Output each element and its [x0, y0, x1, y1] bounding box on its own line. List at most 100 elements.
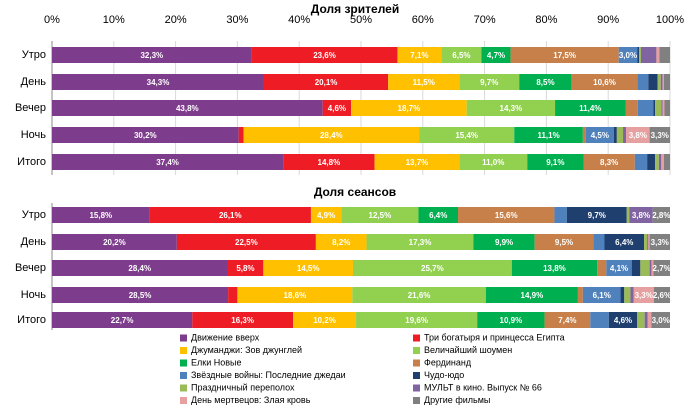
bar-segment: [633, 287, 654, 303]
legend-swatch: [413, 334, 420, 342]
value-label: 7,4%: [558, 316, 576, 325]
bar-segment: [459, 154, 528, 170]
chart-title: Доля сеансов: [314, 185, 396, 199]
value-label: 43,8%: [176, 104, 199, 113]
value-label: 6,5%: [452, 51, 470, 60]
value-label: 5,8%: [236, 264, 254, 273]
bar-segment: [651, 312, 670, 328]
bar-segment: [656, 47, 660, 63]
bar-segment: [620, 287, 625, 303]
value-label: 3,0%: [619, 51, 637, 60]
bar-segment: [356, 312, 478, 328]
bar-segment: [238, 127, 244, 143]
value-label: 9,7%: [480, 78, 498, 87]
bar-segment: [653, 287, 670, 303]
value-label: 32,3%: [140, 51, 163, 60]
legend-swatch: [180, 384, 187, 392]
bar-segment: [534, 234, 594, 250]
value-label: 4,9%: [317, 211, 335, 220]
value-label: 16,3%: [231, 316, 254, 325]
value-label: 20,1%: [315, 78, 338, 87]
bar-segment: [649, 260, 652, 276]
bar-segment: [52, 127, 239, 143]
x-tick-label: 100%: [656, 14, 684, 26]
value-label: 37,4%: [156, 158, 179, 167]
bar-segment: [459, 74, 520, 90]
bar-segment: [352, 287, 486, 303]
bar-segment: [623, 127, 627, 143]
bar-segment: [662, 74, 664, 90]
bar-segment: [651, 260, 654, 276]
bar-segment: [481, 47, 511, 63]
value-label: 28,5%: [129, 291, 152, 300]
value-label: 19,6%: [405, 316, 428, 325]
legend-swatch: [180, 372, 187, 379]
bar-segment: [649, 127, 670, 143]
bar-segment: [149, 207, 311, 223]
value-label: 4,1%: [610, 264, 628, 273]
value-label: 6,1%: [593, 291, 611, 300]
value-label: 8,2%: [332, 238, 350, 247]
bar-segment: [640, 260, 650, 276]
value-label: 11,5%: [413, 78, 435, 87]
bar-segment: [52, 312, 193, 328]
value-label: 12,5%: [369, 211, 392, 220]
legend-label: Праздничный переполох: [191, 382, 295, 392]
value-label: 10,9%: [500, 316, 523, 325]
bar-segment: [510, 47, 619, 63]
x-tick-label: 80%: [535, 14, 557, 26]
value-label: 3,8%: [632, 211, 650, 220]
legend-label: Фердинанд: [424, 357, 472, 367]
bar-segment: [283, 154, 375, 170]
bar-segment: [458, 207, 555, 223]
bar-segment: [582, 287, 621, 303]
y-tick-label: День: [21, 76, 47, 88]
bar-segment: [618, 47, 638, 63]
bar-segment: [554, 207, 567, 223]
value-label: 2,6%: [653, 291, 671, 300]
bar-segment: [237, 287, 353, 303]
bar-segment: [352, 260, 512, 276]
bar-segment: [374, 154, 460, 170]
bar-segment: [52, 100, 323, 116]
y-tick-label: Утро: [22, 49, 46, 61]
bar-segment: [655, 154, 659, 170]
value-label: 22,7%: [111, 316, 134, 325]
bar-segment: [571, 74, 638, 90]
value-label: 34,3%: [147, 78, 170, 87]
bar-segment: [477, 312, 545, 328]
bar-segment: [649, 234, 670, 250]
bar-segment: [52, 207, 150, 223]
bar-segment: [519, 74, 572, 90]
bar-segment: [585, 127, 614, 143]
value-label: 2,8%: [652, 211, 670, 220]
bar-segment: [653, 100, 656, 116]
bar-segment: [662, 100, 665, 116]
value-label: 28,4%: [320, 131, 343, 140]
value-label: 25,7%: [421, 264, 444, 273]
bar-segment: [251, 47, 398, 63]
bar-segment: [485, 287, 578, 303]
value-label: 15,8%: [89, 211, 112, 220]
x-tick-label: 40%: [288, 14, 310, 26]
bar-segment: [418, 207, 459, 223]
chart-title: Доля зрителей: [311, 2, 399, 16]
value-label: 6,4%: [429, 211, 447, 220]
legend-label: Елки Новые: [191, 357, 241, 367]
value-label: 8,5%: [536, 78, 554, 87]
bar-segment: [629, 207, 653, 223]
legend-swatch: [180, 334, 187, 342]
bar-segment: [243, 127, 420, 143]
value-label: 22,5%: [235, 238, 258, 247]
x-tick-label: 10%: [103, 14, 125, 26]
y-tick-label: Ночь: [21, 129, 47, 141]
value-label: 13,8%: [543, 264, 566, 273]
bar-segment: [315, 234, 367, 250]
value-label: 3,3%: [651, 131, 669, 140]
bar-segment: [555, 100, 626, 116]
value-label: 14,5%: [297, 264, 320, 273]
legend-label: Джуманджи: Зов джунглей: [191, 345, 302, 355]
bar-segment: [613, 127, 617, 143]
legend-swatch: [413, 347, 420, 354]
bar-segment: [228, 287, 238, 303]
